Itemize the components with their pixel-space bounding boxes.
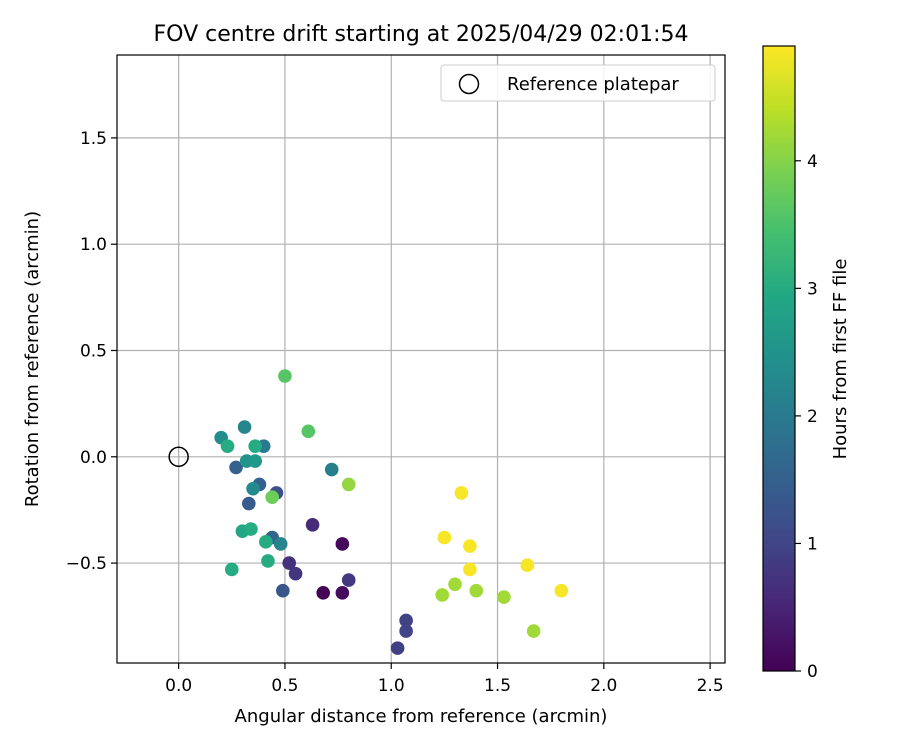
legend-box	[440, 64, 716, 102]
data-point	[278, 369, 292, 383]
data-point	[224, 562, 239, 577]
legend-marker-open-circle	[458, 73, 480, 95]
data-point	[316, 586, 331, 600]
data-point	[526, 624, 541, 638]
data-point	[448, 577, 462, 592]
data-point	[246, 481, 260, 496]
data-point	[244, 522, 258, 536]
grid-lines	[117, 55, 725, 663]
data-point	[259, 535, 273, 549]
colorbar-tick-label: 3	[807, 279, 818, 299]
legend-label-reference-platepar: Reference platepar	[507, 74, 679, 95]
data-point	[273, 537, 288, 551]
colorbar-label: Hours from first FF file	[830, 259, 851, 460]
data-point	[520, 558, 535, 573]
data-point	[301, 424, 316, 439]
x-tick-label: 0.5	[271, 676, 298, 696]
chart-title: FOV centre drift starting at 2025/04/29 …	[154, 22, 689, 47]
y-tick-label: 1.5	[80, 129, 107, 149]
x-tick-label: 0.0	[165, 676, 192, 696]
data-points	[214, 369, 569, 655]
y-tick-label: 0.5	[80, 341, 107, 361]
data-point	[335, 537, 350, 551]
data-point	[237, 420, 252, 434]
data-point	[469, 583, 484, 598]
data-point	[282, 556, 296, 570]
y-tick-label: −0.5	[66, 554, 107, 574]
x-tick-label: 1.0	[378, 676, 405, 696]
colorbar-tick-label: 0	[807, 662, 818, 682]
data-point	[554, 583, 569, 598]
data-point	[463, 539, 477, 553]
colorbar-tick-label: 4	[807, 152, 818, 172]
data-point	[341, 477, 356, 492]
data-point	[399, 613, 413, 628]
colorbar-tick-label: 2	[807, 407, 818, 427]
data-point	[390, 641, 405, 655]
reference-point-marker	[168, 446, 189, 468]
plot-frame	[116, 54, 726, 664]
data-point	[288, 566, 303, 581]
data-point	[220, 439, 235, 453]
x-axis-ticks: 0.0 0.5 1.0 1.5 2.0 2.5	[165, 663, 724, 696]
y-tick-label: 0.0	[80, 448, 107, 468]
data-point	[454, 486, 469, 500]
data-point	[276, 583, 290, 598]
colorbar-ticks: 0 1 2 3 4	[795, 152, 818, 682]
data-point	[335, 586, 350, 600]
x-tick-label: 1.5	[484, 676, 511, 696]
y-tick-label: 1.0	[80, 235, 107, 255]
data-point	[437, 530, 452, 545]
colorbar-tick-label: 1	[807, 534, 818, 554]
data-point	[229, 460, 243, 475]
data-point	[248, 454, 262, 468]
colorbar: 0 1 2 3 4 Hours from first FF file	[762, 45, 851, 682]
data-point	[341, 573, 356, 587]
data-point	[497, 590, 511, 604]
data-point	[242, 496, 256, 511]
data-point	[248, 439, 262, 453]
y-axis-ticks: −0.5 0.0 0.5 1.0 1.5	[66, 129, 117, 574]
colorbar-gradient	[762, 45, 796, 672]
x-tick-label: 2.0	[590, 676, 617, 696]
data-point	[261, 554, 275, 568]
data-point	[435, 588, 450, 602]
legend: Reference platepar	[440, 64, 716, 102]
data-point	[265, 490, 279, 504]
data-point	[399, 624, 413, 638]
data-point	[305, 518, 320, 532]
data-point	[324, 462, 339, 477]
y-axis-label: Rotation from reference (arcmin)	[22, 211, 43, 507]
x-axis-label: Angular distance from reference (arcmin)	[235, 706, 608, 727]
x-tick-label: 2.5	[697, 676, 724, 696]
data-point	[463, 562, 477, 577]
